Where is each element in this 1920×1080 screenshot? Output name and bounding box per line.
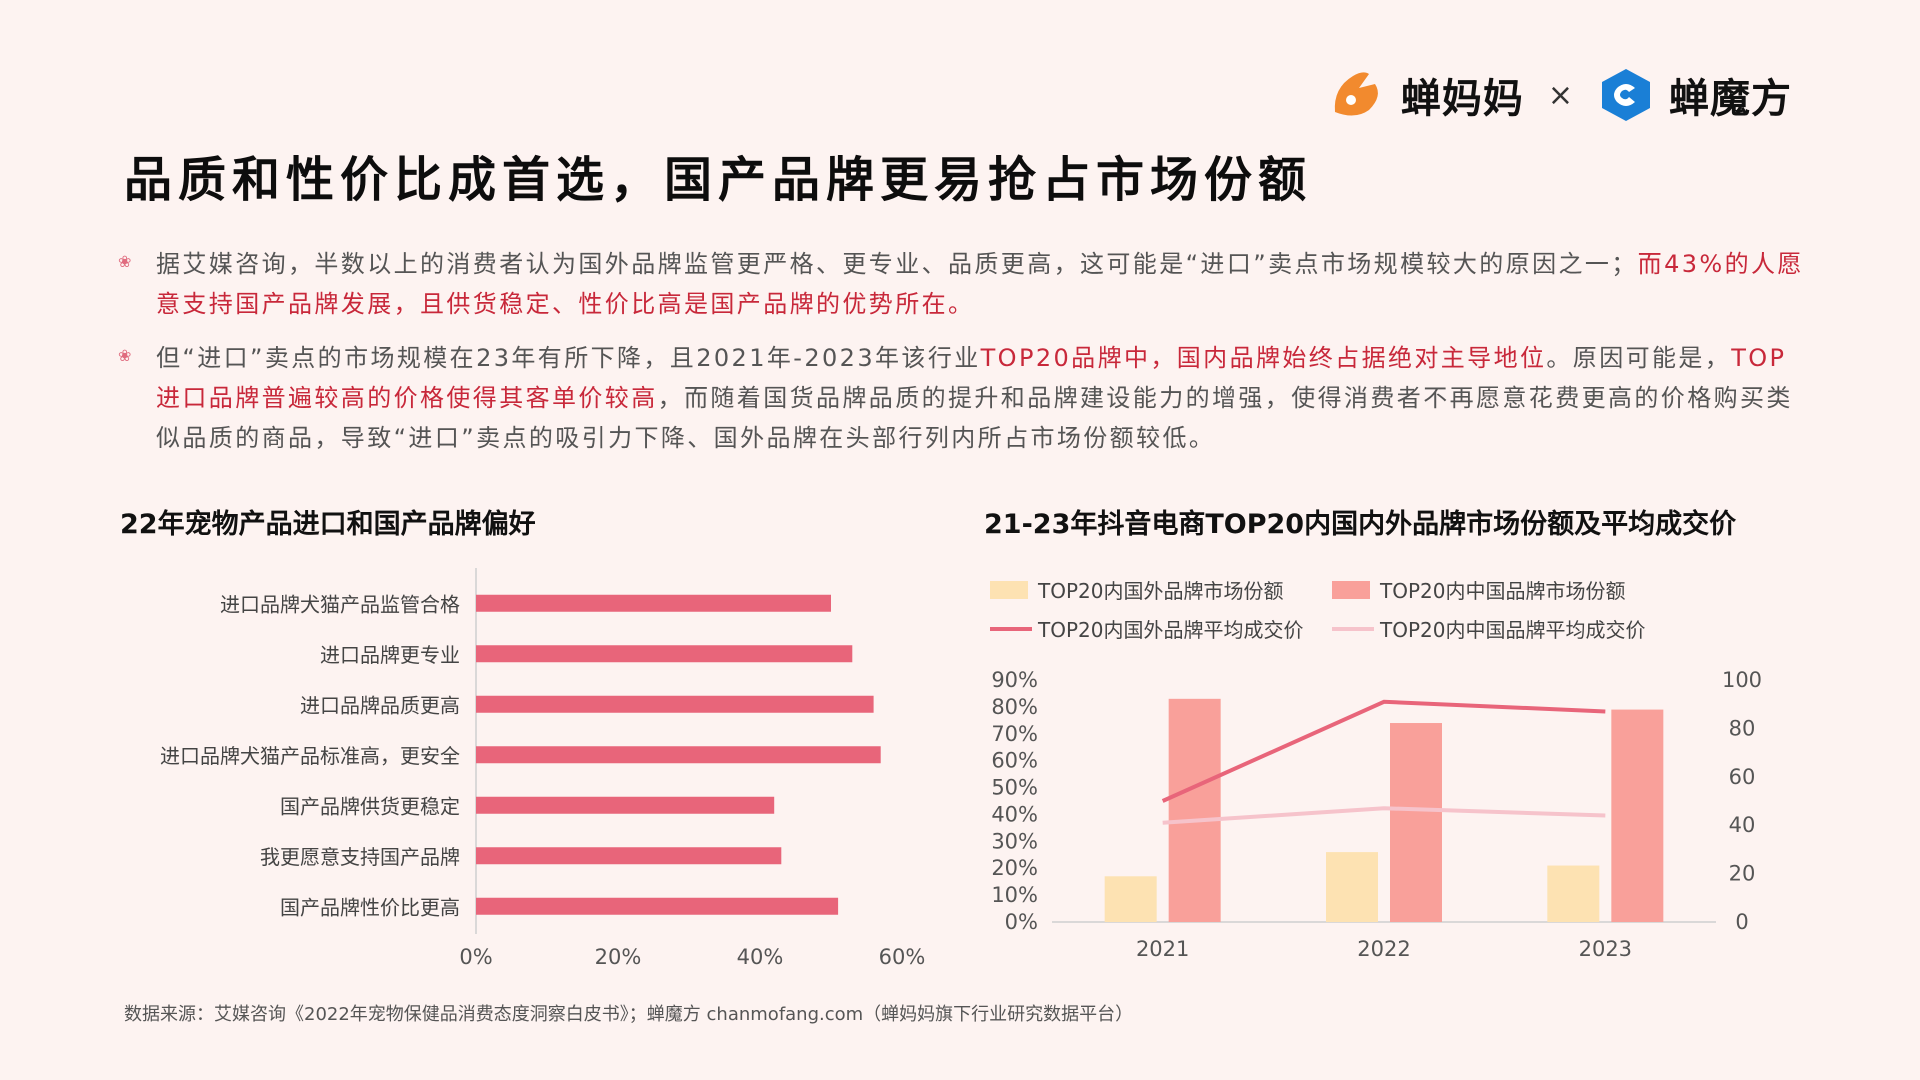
series-line	[1161, 699, 1606, 803]
category-label: 国产品牌供货更稳定	[280, 794, 460, 818]
preference-bar-chart: 进口品牌犬猫产品监管合格进口品牌更专业进口品牌品质更高进口品牌犬猫产品标准高，更…	[160, 568, 926, 969]
bullet-2-highlight-2: TOP进口品牌普遍较高的价格使得其客单价较高	[156, 344, 1787, 412]
bar	[1326, 852, 1378, 922]
x-tick-label: 40%	[737, 945, 784, 969]
bullet-item: ❀ 据艾媒咨询，半数以上的消费者认为国外品牌监管更严格、更专业、品质更高，这可能…	[118, 244, 1808, 324]
right-chart-title: 21-23年抖音电商TOP20内国内外品牌市场份额及平均成交价	[984, 509, 1737, 540]
bullet-2-part-1: 但“进口”卖点的市场规模在23年有所下降，且2021年-2023年该行业	[156, 344, 981, 372]
y-left-tick-label: 0%	[1005, 910, 1038, 934]
chanmama-logo-text: 蝉妈妈	[1400, 76, 1524, 122]
legend-swatch	[990, 581, 1028, 599]
market-share-combo-chart: TOP20内国外品牌市场份额 TOP20内中国品牌市场份额 TOP20内国外品牌平均…	[990, 579, 1762, 961]
y-right-tick-label: 40	[1729, 813, 1756, 837]
legend-label: TOP20内国外品牌平均成交价	[1037, 618, 1303, 642]
bullet-text-2: 但“进口”卖点的市场规模在23年有所下降，且2021年-2023年该行业TOP2…	[156, 338, 1808, 458]
y-left-tick-label: 20%	[991, 856, 1038, 880]
y-right-tick-label: 20	[1729, 862, 1756, 886]
bar	[1104, 876, 1157, 922]
y-left-tick-label: 80%	[991, 695, 1038, 719]
x-tick-label: 60%	[879, 945, 926, 969]
bar	[1390, 723, 1442, 922]
legend-swatch	[1332, 581, 1370, 599]
y-left-tick-label: 40%	[991, 802, 1038, 826]
category-label: 我更愿意支持国产品牌	[260, 845, 460, 869]
series-line	[1162, 806, 1606, 825]
x-tick-label: 2022	[1357, 937, 1410, 961]
bar	[1168, 698, 1221, 922]
flower-bullet-icon: ❀	[118, 252, 132, 271]
bar	[476, 695, 874, 713]
category-label: 进口品牌犬猫产品标准高，更安全	[160, 744, 460, 768]
y-right-tick-label: 0	[1735, 910, 1748, 934]
bullet-text-1: 据艾媒咨询，半数以上的消费者认为国外品牌监管更严格、更专业、品质更高，这可能是“…	[156, 244, 1808, 324]
chanmama-logo-icon	[1334, 72, 1378, 116]
bullet-1-part-1: 据艾媒咨询，半数以上的消费者认为国外品牌监管更严格、更专业、品质更高，这可能是“…	[156, 250, 1638, 278]
chanmofang-logo-text: 蝉魔方	[1669, 76, 1792, 122]
bar	[476, 594, 831, 612]
bar	[1611, 709, 1664, 922]
legend-label: TOP20内中国品牌平均成交价	[1379, 618, 1645, 642]
category-label: 进口品牌犬猫产品监管合格	[220, 592, 460, 616]
x-tick-label: 0%	[459, 945, 492, 969]
bar	[1547, 865, 1600, 922]
bullet-2-part-3: ，而随着国货品牌品质的提升和品牌建设能力的增强，使得消费者不再愿意花费更高的价格…	[156, 384, 1793, 452]
page-title: 品质和性价比成首选，国产品牌更易抢占市场份额	[124, 152, 1313, 208]
category-label: 进口品牌更专业	[320, 643, 460, 667]
bar	[476, 897, 839, 915]
legend-label: TOP20内国外品牌市场份额	[1037, 579, 1283, 603]
y-right-tick-label: 80	[1729, 716, 1756, 740]
bullet-item: ❀ 但“进口”卖点的市场规模在23年有所下降，且2021年-2023年该行业TO…	[118, 338, 1808, 458]
category-label: 进口品牌品质更高	[300, 693, 460, 717]
y-left-tick-label: 60%	[991, 749, 1038, 773]
chanmofang-logo-icon	[1602, 69, 1650, 121]
bar	[476, 645, 853, 663]
y-left-tick-label: 10%	[991, 883, 1038, 907]
bar	[476, 746, 881, 764]
left-chart-title: 22年宠物产品进口和国产品牌偏好	[120, 509, 536, 540]
y-right-tick-label: 100	[1722, 668, 1762, 692]
y-right-tick-label: 60	[1729, 765, 1756, 789]
y-left-tick-label: 30%	[991, 829, 1038, 853]
bullet-list: ❀ 据艾媒咨询，半数以上的消费者认为国外品牌监管更严格、更专业、品质更高，这可能…	[118, 244, 1808, 472]
x-tick-label: 20%	[595, 945, 642, 969]
bar	[476, 796, 775, 814]
times-sign: ×	[1547, 77, 1573, 113]
y-left-tick-label: 50%	[991, 776, 1038, 800]
legend-label: TOP20内中国品牌市场份额	[1379, 579, 1625, 603]
bullet-2-part-2: 。原因可能是，	[1546, 344, 1732, 372]
category-label: 国产品牌性价比更高	[280, 895, 460, 919]
bar	[476, 847, 782, 865]
y-left-tick-label: 90%	[991, 668, 1038, 692]
y-left-tick-label: 70%	[991, 722, 1038, 746]
bullet-2-highlight-1: TOP20品牌中，国内品牌始终占据绝对主导地位	[980, 344, 1547, 372]
brand-logos: 蝉妈妈 × 蝉魔方	[1329, 66, 1792, 124]
x-tick-label: 2021	[1136, 937, 1189, 961]
bullet-1-highlight-1: 而43%的人愿意支持国产品牌发展，且供货稳定、性价比高是国产品牌的优势所在。	[156, 250, 1804, 318]
data-source-note: 数据来源：艾媒咨询《2022年宠物保健品消费态度洞察白皮书》；蝉魔方 chanm…	[124, 1004, 1134, 1025]
x-tick-label: 2023	[1579, 937, 1632, 961]
flower-bullet-icon: ❀	[118, 346, 132, 365]
